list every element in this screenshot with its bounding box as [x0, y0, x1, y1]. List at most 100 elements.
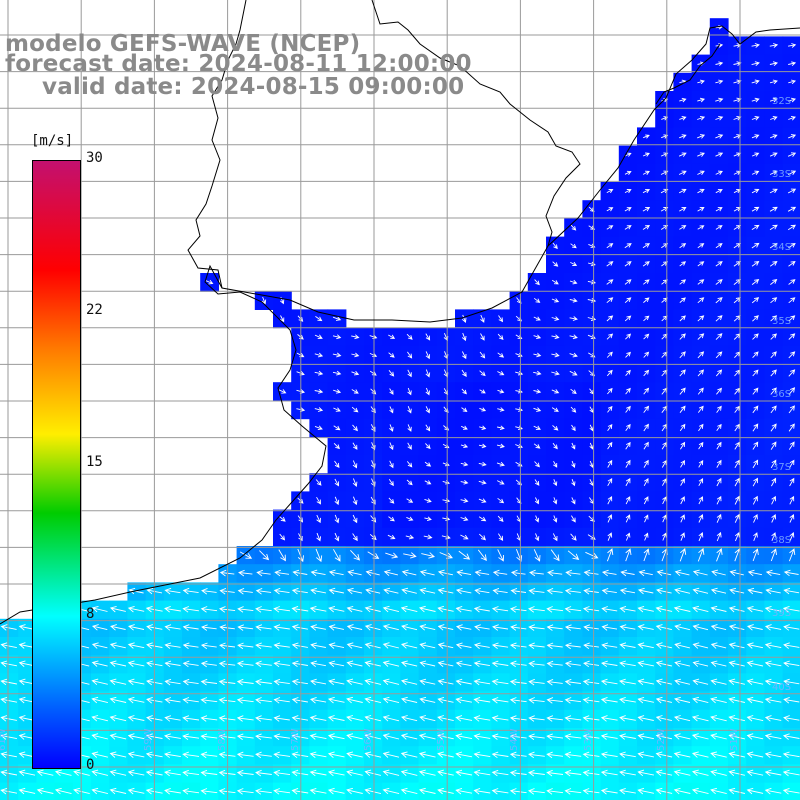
wind-arrow [642, 243, 650, 249]
wind-arrow [715, 297, 723, 304]
wind-arrow [364, 769, 382, 777]
wind-arrow [36, 769, 54, 777]
wind-arrow [751, 43, 760, 48]
wind-arrow [498, 315, 504, 323]
wind-arrow [642, 170, 650, 175]
wind-arrow [127, 696, 145, 704]
wind-arrow [583, 660, 600, 668]
wind-arrow [109, 678, 127, 686]
wind-arrow [746, 696, 764, 704]
wind-arrow [91, 642, 108, 649]
wind-arrow [783, 587, 800, 595]
wind-arrow [509, 606, 527, 613]
wind-arrow [582, 715, 600, 722]
wind-arrow [655, 642, 672, 649]
wind-arrow [674, 642, 691, 649]
wind-arrow [788, 297, 796, 304]
wind-speed-cell [72, 782, 92, 800]
wind-arrow [769, 43, 779, 48]
wind-arrow [461, 314, 467, 323]
wind-arrow [697, 315, 705, 322]
wind-arrow [201, 624, 217, 631]
wind-arrow [607, 441, 613, 450]
wind-arrow [364, 733, 382, 740]
wind-arrow [716, 405, 722, 413]
wind-arrow [497, 352, 505, 358]
wind-arrow [546, 769, 564, 777]
wind-arrow [382, 678, 400, 686]
wind-arrow [389, 442, 394, 451]
wind-arrow [0, 696, 18, 704]
wind-speed-cell [418, 782, 438, 800]
wind-arrow [692, 624, 709, 631]
wind-arrow [314, 352, 324, 358]
wind-arrow [327, 769, 345, 777]
wind-arrow [752, 459, 759, 469]
wind-arrow [697, 279, 705, 285]
wind-arrow [109, 642, 126, 649]
wind-arrow [346, 696, 363, 704]
wind-arrow [424, 480, 432, 485]
wind-arrow [528, 678, 545, 686]
wind-arrow [751, 188, 760, 194]
wind-arrow [109, 660, 127, 667]
wind-arrow [528, 733, 545, 740]
wind-arrow [314, 334, 323, 340]
wind-arrow [564, 642, 581, 650]
wind-arrow [0, 787, 18, 795]
wind-arrow [334, 514, 340, 524]
longitude-label: 53W [582, 728, 594, 751]
wind-arrow [564, 587, 581, 595]
wind-arrow [546, 715, 563, 722]
coastline [0, 0, 800, 625]
wind-arrow [461, 332, 467, 342]
wind-arrow [478, 533, 486, 541]
wind-arrow [480, 333, 485, 341]
wind-arrow [746, 660, 764, 667]
wind-arrow [473, 678, 491, 686]
wind-arrow [625, 351, 631, 358]
wind-arrow [769, 79, 778, 85]
wind-arrow [606, 297, 614, 304]
wind-arrow [643, 387, 650, 395]
wind-arrow [529, 569, 544, 577]
wind-arrow [552, 497, 558, 505]
wind-arrow [710, 787, 727, 795]
wind-arrow [728, 733, 746, 740]
wind-arrow [752, 369, 759, 377]
wind-arrow [571, 497, 576, 505]
wind-arrow [679, 351, 686, 359]
wind-arrow [769, 61, 778, 67]
wind-arrow [625, 333, 632, 340]
wind-arrow [400, 733, 418, 740]
wind-arrow [367, 551, 380, 559]
wind-arrow [237, 624, 254, 631]
wind-arrow [637, 642, 654, 649]
wind-arrow [200, 715, 218, 722]
wind-arrow [400, 787, 418, 795]
wind-arrow [425, 443, 431, 450]
wind-arrow [710, 624, 727, 631]
wind-arrow [497, 425, 505, 431]
wind-arrow [480, 314, 485, 323]
wind-arrow [551, 352, 560, 358]
wind-arrow [655, 733, 673, 740]
wind-arrow [164, 751, 181, 759]
wind-arrow [747, 587, 763, 595]
wind-arrow [643, 441, 649, 450]
lagoon-border [655, 43, 721, 105]
wind-arrow [764, 733, 782, 740]
wind-speed-cell [327, 782, 347, 800]
wind-arrow [274, 569, 290, 577]
wind-arrow [753, 532, 758, 541]
wind-arrow [164, 642, 181, 649]
wind-arrow [238, 569, 253, 577]
wind-arrow [752, 477, 758, 487]
wind-arrow [606, 548, 614, 562]
wind-arrow [552, 533, 558, 542]
wind-arrow [782, 605, 800, 613]
wind-arrow [679, 134, 687, 139]
wind-arrow [606, 243, 614, 249]
wind-arrow [679, 97, 687, 103]
wind-arrow [346, 642, 363, 649]
